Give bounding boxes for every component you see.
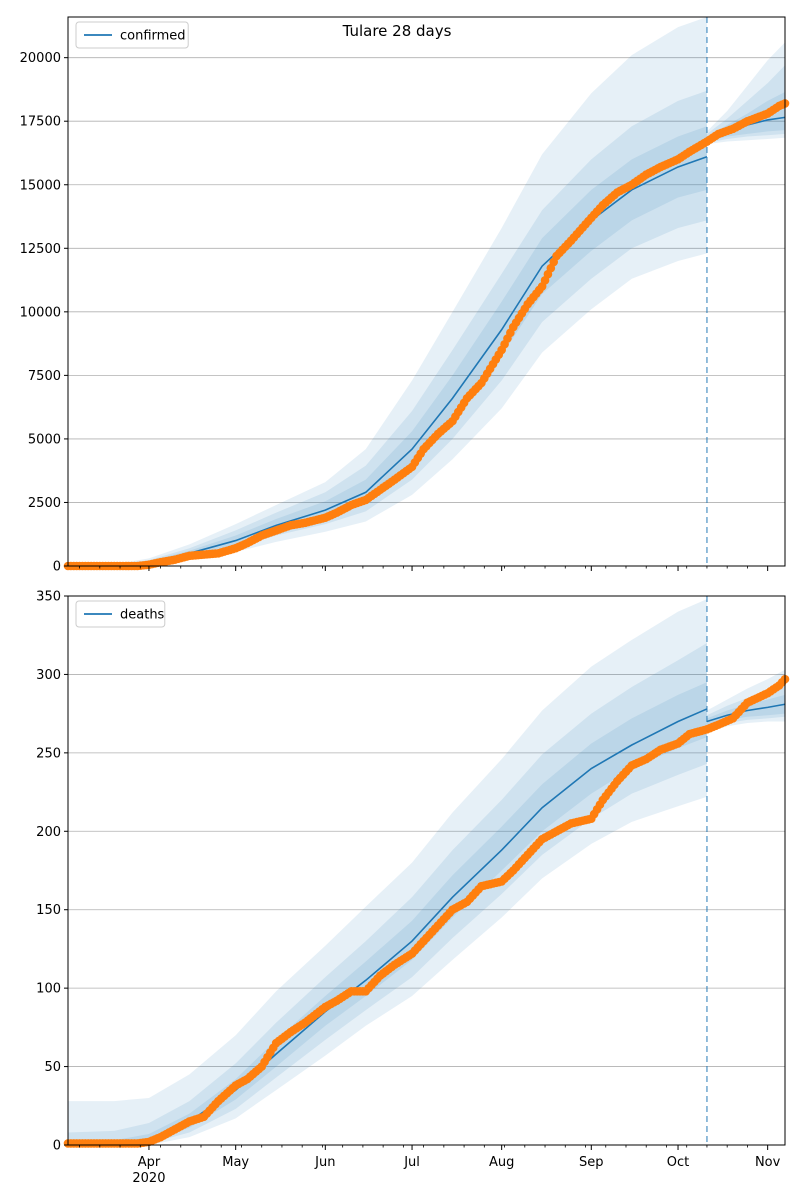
- x-tick-year-label: 2020: [132, 1171, 165, 1186]
- y-tick-label: 250: [36, 746, 61, 761]
- x-tick-label: Sep: [579, 1155, 604, 1170]
- x-tick-label: Oct: [667, 1155, 689, 1170]
- legend-label: confirmed: [120, 29, 186, 44]
- x-tick-label: Apr: [138, 1155, 161, 1170]
- x-tick-label: Aug: [489, 1155, 514, 1170]
- y-tick-label: 7500: [28, 369, 61, 384]
- x-tick-label: Nov: [755, 1155, 781, 1170]
- y-tick-label: 5000: [28, 432, 61, 447]
- legend: deaths: [75, 600, 166, 628]
- y-tick-label: 50: [44, 1060, 61, 1075]
- forecast-median-line: [706, 703, 786, 723]
- legend-box: [75, 600, 166, 628]
- y-tick-label: 350: [36, 590, 61, 605]
- figure-title: Tulare 28 days: [342, 22, 452, 40]
- model-band-inner: [68, 126, 707, 567]
- y-tick-label: 150: [36, 903, 61, 918]
- y-tick-label: 17500: [20, 115, 61, 130]
- y-tick-label: 2500: [28, 496, 61, 511]
- y-tick-label: 15000: [20, 178, 61, 193]
- axes-frame: [67, 595, 786, 1146]
- x-tick-label: May: [222, 1155, 249, 1170]
- y-tick-label: 10000: [20, 305, 61, 320]
- model-band-middle: [68, 643, 707, 1145]
- y-tick-label: 20000: [20, 51, 61, 66]
- forecast-band-middle: [706, 65, 785, 143]
- legend-box: [75, 21, 189, 49]
- model-band-inner: [68, 682, 707, 1145]
- legend: confirmed: [75, 21, 189, 49]
- confirmed-panel: 0 2500 5000 7500 10000 12500 15000 17500 20000 co…: [20, 16, 790, 575]
- legend-label: deaths: [120, 608, 165, 623]
- y-tick-label: 12500: [20, 242, 61, 257]
- y-tick-label: 100: [36, 982, 61, 997]
- y-tick-label: 300: [36, 668, 61, 683]
- x-tick-label: Jun: [314, 1155, 335, 1170]
- model-band-outer: [68, 599, 707, 1145]
- y-tick-label: 0: [53, 560, 61, 575]
- model-band-outer: [68, 17, 707, 566]
- y-tick-label: 0: [53, 1139, 61, 1154]
- x-tick-label: Jul: [403, 1155, 420, 1170]
- model-band-middle: [68, 90, 707, 566]
- y-tick-label: 200: [36, 825, 61, 840]
- axes-frame: [67, 16, 786, 567]
